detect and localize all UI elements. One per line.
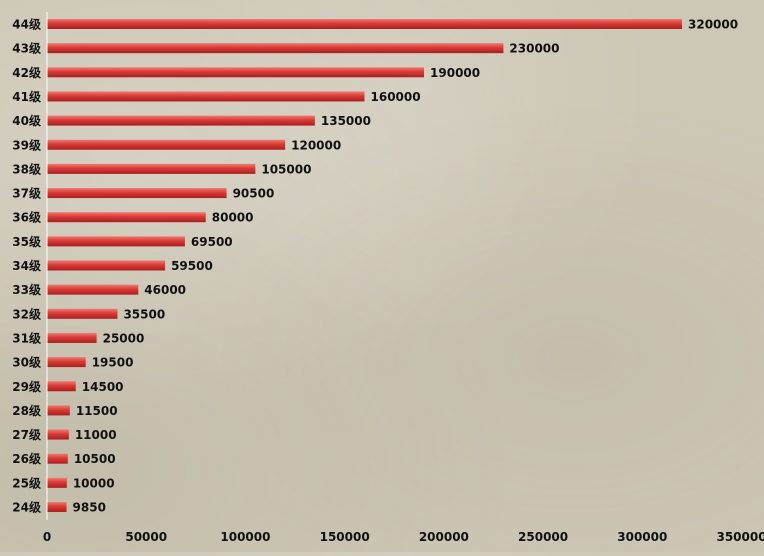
bar xyxy=(47,381,76,392)
category-label: 41级 xyxy=(12,89,41,104)
bar xyxy=(47,357,86,368)
bar xyxy=(47,43,504,54)
data-label: 46000 xyxy=(144,283,186,297)
bar xyxy=(47,453,68,464)
bar xyxy=(47,260,166,271)
category-label: 29级 xyxy=(12,379,41,394)
data-label: 190000 xyxy=(430,66,480,80)
data-label: 120000 xyxy=(291,138,341,152)
data-label: 90500 xyxy=(233,187,275,201)
category-label: 31级 xyxy=(12,330,41,345)
bar xyxy=(47,236,185,247)
data-label: 11500 xyxy=(76,404,118,418)
category-label: 26级 xyxy=(12,451,41,466)
data-labels-layer: 9850 10000 10500 11000 11500 14500 19500 25000 3… xyxy=(73,18,739,515)
bar xyxy=(47,67,425,78)
bar xyxy=(47,212,206,223)
data-label: 59500 xyxy=(171,259,213,273)
category-label: 43级 xyxy=(12,41,41,56)
bar xyxy=(47,477,67,488)
category-label: 25级 xyxy=(12,475,41,490)
category-label: 39级 xyxy=(12,137,41,152)
category-label: 37级 xyxy=(12,186,41,201)
x-tick-label: 150000 xyxy=(320,530,370,544)
data-label: 230000 xyxy=(509,42,559,56)
category-label: 42级 xyxy=(12,65,41,80)
category-labels-layer: 24级 25级 26级 27级 28级 29级 30级 31级 32级 33级 34级 35级 36级 3… xyxy=(12,17,41,515)
bar xyxy=(47,91,365,102)
x-tick-label: 250000 xyxy=(518,530,568,544)
data-label: 11000 xyxy=(75,428,117,442)
x-tick-label: 200000 xyxy=(419,530,469,544)
category-label: 30级 xyxy=(12,355,41,370)
category-label: 28级 xyxy=(12,403,41,418)
x-tick-label: 300000 xyxy=(617,530,667,544)
category-label: 33级 xyxy=(12,282,41,297)
data-label: 19500 xyxy=(92,356,134,370)
data-label: 160000 xyxy=(371,90,421,104)
category-label: 27级 xyxy=(12,427,41,442)
category-label: 40级 xyxy=(12,113,41,128)
data-label: 25000 xyxy=(103,331,145,345)
bar xyxy=(47,502,67,512)
bar xyxy=(47,163,256,174)
bar xyxy=(47,308,118,319)
category-label: 44级 xyxy=(12,17,41,32)
category-label: 32级 xyxy=(12,306,41,321)
data-label: 14500 xyxy=(82,380,124,394)
category-label: 34级 xyxy=(12,258,41,273)
category-label: 35级 xyxy=(12,234,41,249)
data-label: 35500 xyxy=(123,307,165,321)
x-tick-label: 350000 xyxy=(716,530,764,544)
bar xyxy=(47,405,70,416)
data-label: 80000 xyxy=(212,211,254,225)
data-label: 10000 xyxy=(73,476,115,490)
data-label: 10500 xyxy=(74,452,116,466)
bar xyxy=(47,284,139,295)
category-label: 36级 xyxy=(12,210,41,225)
bar xyxy=(47,115,315,126)
bar xyxy=(47,19,682,29)
bars-layer xyxy=(47,19,682,512)
data-label: 69500 xyxy=(191,235,233,249)
bar xyxy=(47,429,69,440)
category-label: 38级 xyxy=(12,161,41,176)
bar xyxy=(47,139,286,150)
x-tick-labels-layer: 0 50000 100000 150000 200000 250000 300000 3500… xyxy=(43,530,764,544)
data-label: 135000 xyxy=(321,114,371,128)
category-label: 24级 xyxy=(12,500,41,515)
bar xyxy=(47,332,97,343)
x-tick-label: 0 xyxy=(43,530,51,544)
data-label: 9850 xyxy=(73,501,106,515)
x-tick-label: 50000 xyxy=(125,530,167,544)
data-label: 105000 xyxy=(261,162,311,176)
bar xyxy=(47,188,227,199)
x-tick-label: 100000 xyxy=(220,530,270,544)
data-label: 320000 xyxy=(688,18,738,32)
